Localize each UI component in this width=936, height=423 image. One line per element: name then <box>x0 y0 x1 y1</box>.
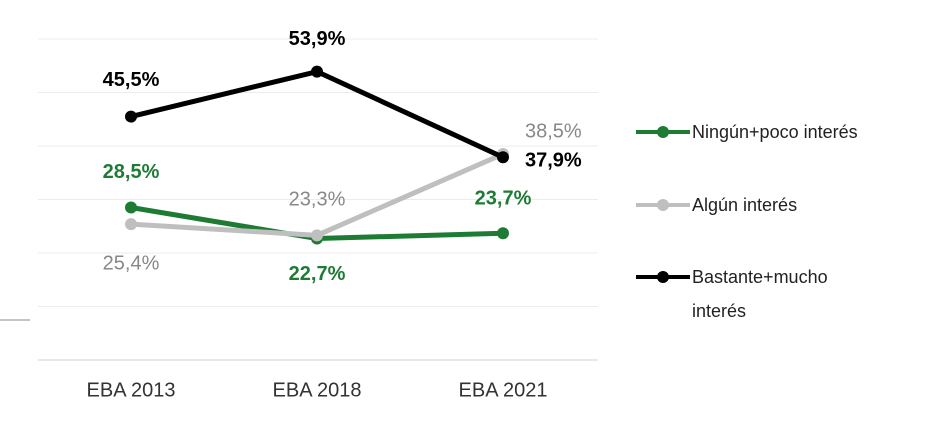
data-label: 53,9% <box>289 28 346 50</box>
x-tick-label: EBA 2018 <box>273 379 362 401</box>
point <box>311 65 323 78</box>
data-label: 23,7% <box>475 187 532 209</box>
point <box>125 110 137 123</box>
legend-label: Ningún+poco interés <box>692 122 858 142</box>
data-label: 37,9% <box>525 150 582 172</box>
data-label: 23,3% <box>289 189 346 211</box>
data-label: 38,5% <box>525 120 582 142</box>
legend-label: Bastante+mucho interés <box>692 267 828 321</box>
point <box>497 151 509 164</box>
legend-marker <box>657 126 669 138</box>
x-tick-label: EBA 2021 <box>459 379 548 401</box>
data-label: 25,4% <box>103 252 160 274</box>
legend-marker <box>657 199 669 211</box>
data-label: 28,5% <box>103 161 160 183</box>
data-label: 22,7% <box>289 263 346 285</box>
point <box>125 201 137 214</box>
point <box>311 229 323 242</box>
point <box>125 218 137 231</box>
legend-label: Algún interés <box>692 195 798 215</box>
series-line <box>130 69 505 160</box>
legend-marker <box>657 271 669 283</box>
data-label: 45,5% <box>103 69 160 91</box>
point <box>497 227 509 240</box>
x-tick-label: EBA 2013 <box>87 379 176 401</box>
